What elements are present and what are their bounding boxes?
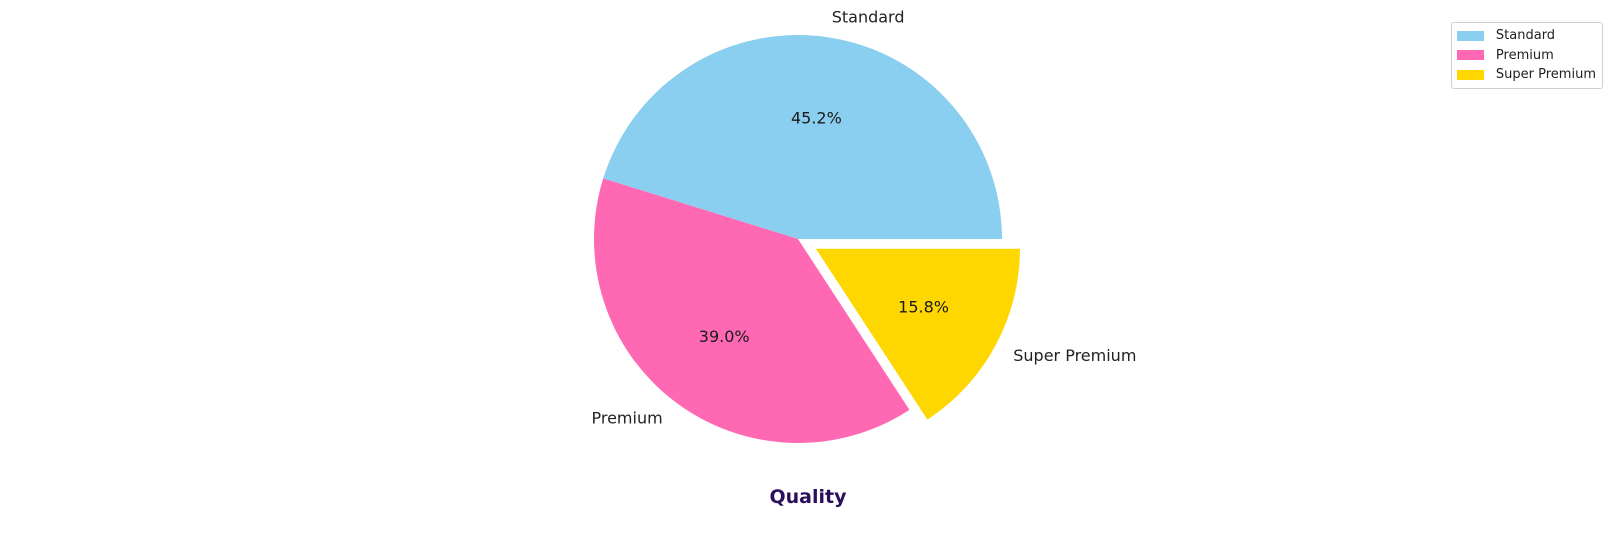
chart-title: Quality — [769, 486, 847, 508]
pie-slice-super-premium — [815, 248, 1020, 420]
legend-swatch — [1456, 69, 1484, 80]
category-label-premium: Premium — [591, 409, 662, 428]
pie-slice-premium — [594, 178, 910, 444]
pie-slices — [594, 34, 1020, 444]
pct-label-super-premium: 15.8% — [898, 298, 949, 317]
legend-item: Super Premium — [1456, 65, 1596, 85]
legend-label: Super Premium — [1495, 67, 1596, 83]
pct-label-premium: 39.0% — [699, 327, 750, 346]
legend: Standard Premium Super Premium — [1450, 22, 1603, 89]
category-label-standard: Standard — [832, 8, 905, 27]
legend-item: Premium — [1456, 46, 1596, 66]
category-label-super-premium: Super Premium — [1013, 346, 1136, 365]
legend-label: Premium — [1495, 47, 1554, 63]
legend-swatch — [1456, 50, 1484, 61]
legend-label: Standard — [1495, 28, 1556, 44]
pie-labels: 45.2% Standard 39.0% Premium 15.8% Super Prem… — [591, 8, 1136, 428]
legend-swatch — [1456, 30, 1484, 41]
pct-label-standard: 45.2% — [791, 108, 842, 127]
pie-slice-standard — [603, 34, 1003, 239]
legend-item: Standard — [1456, 26, 1596, 46]
